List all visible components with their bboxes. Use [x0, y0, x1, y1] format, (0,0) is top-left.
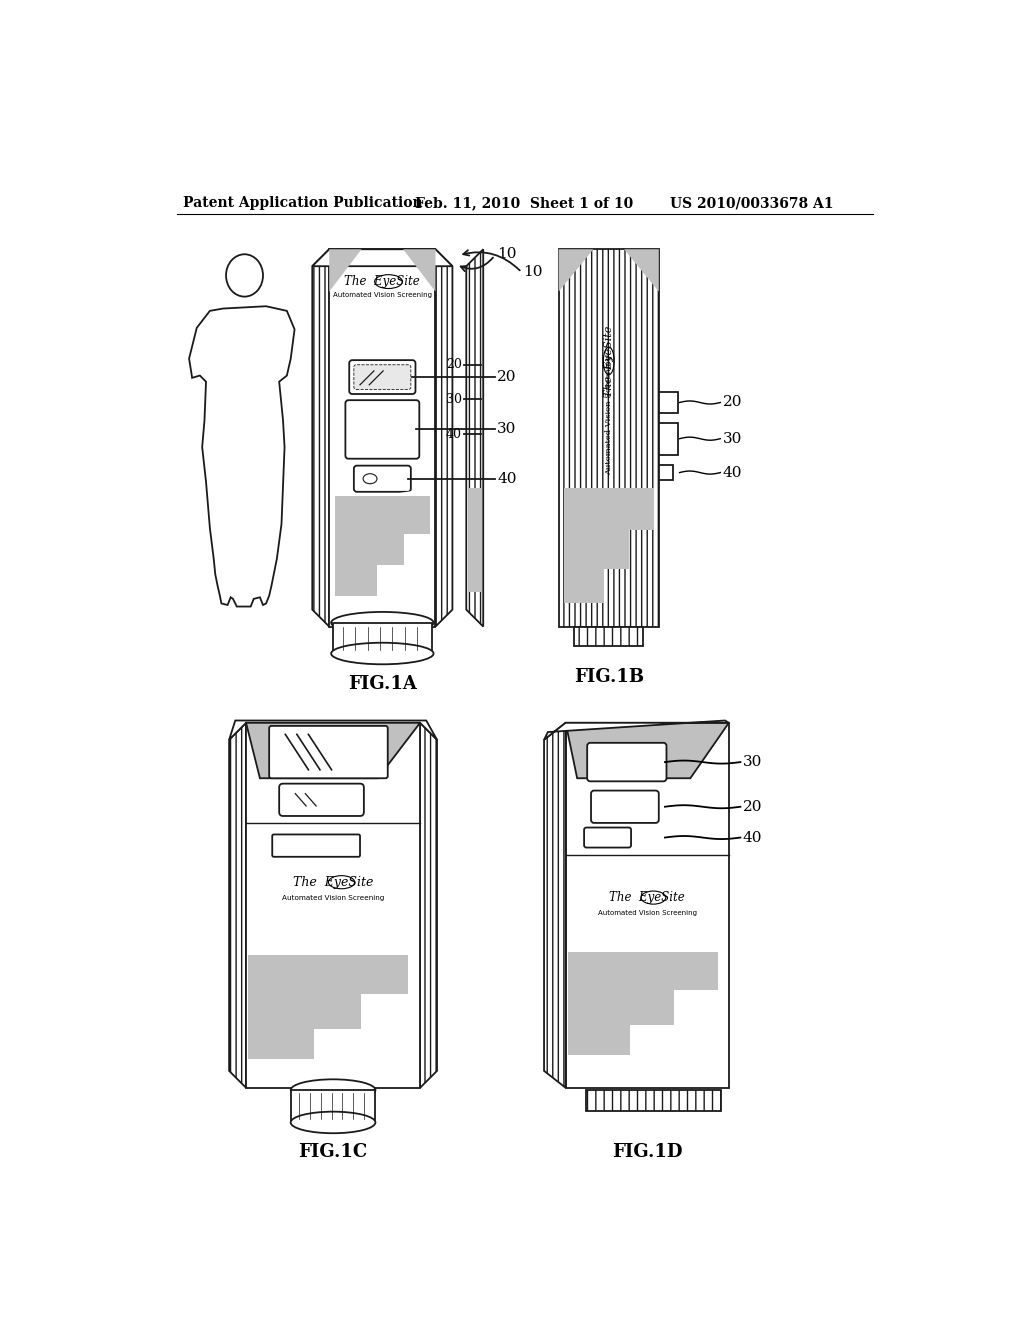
Text: 40: 40 — [742, 830, 762, 845]
Text: Feb. 11, 2010  Sheet 1 of 10: Feb. 11, 2010 Sheet 1 of 10 — [416, 197, 634, 210]
FancyBboxPatch shape — [280, 784, 364, 816]
FancyBboxPatch shape — [591, 791, 658, 822]
Polygon shape — [246, 723, 420, 779]
Polygon shape — [335, 496, 430, 535]
Polygon shape — [568, 952, 718, 990]
Text: FIG.1C: FIG.1C — [298, 1143, 368, 1160]
Text: Automated Vision Screening: Automated Vision Screening — [282, 895, 384, 900]
Polygon shape — [658, 422, 678, 455]
Text: The  EyeSite: The EyeSite — [293, 875, 374, 888]
Text: FIG.1A: FIG.1A — [348, 676, 417, 693]
Polygon shape — [544, 721, 729, 739]
Polygon shape — [335, 565, 377, 595]
Text: 40: 40 — [723, 466, 742, 479]
Polygon shape — [330, 249, 435, 627]
Polygon shape — [249, 1028, 314, 1059]
Polygon shape — [229, 721, 437, 739]
Ellipse shape — [291, 1111, 376, 1133]
Text: 40: 40 — [445, 428, 462, 441]
Polygon shape — [625, 249, 658, 292]
Polygon shape — [312, 249, 330, 627]
Polygon shape — [229, 723, 246, 1088]
Polygon shape — [568, 1024, 630, 1056]
Polygon shape — [563, 531, 629, 569]
FancyBboxPatch shape — [354, 364, 411, 389]
Polygon shape — [658, 392, 678, 413]
Polygon shape — [468, 557, 481, 591]
Text: The  EyeSite: The EyeSite — [604, 325, 613, 396]
Text: Automated Vision Screening: Automated Vision Screening — [605, 355, 612, 475]
Polygon shape — [468, 488, 481, 523]
Text: Automated Vision Screening: Automated Vision Screening — [333, 293, 432, 298]
Polygon shape — [403, 249, 435, 292]
Ellipse shape — [331, 612, 433, 634]
Text: 20: 20 — [723, 396, 742, 409]
Polygon shape — [563, 488, 653, 531]
Text: 20: 20 — [445, 358, 462, 371]
Polygon shape — [574, 627, 643, 645]
Text: 30: 30 — [723, 432, 742, 446]
Polygon shape — [559, 249, 593, 292]
FancyBboxPatch shape — [354, 466, 411, 492]
Text: The  EyeSite: The EyeSite — [344, 275, 420, 288]
Polygon shape — [335, 535, 403, 565]
Text: FIG.1D: FIG.1D — [612, 1143, 682, 1160]
Text: 30: 30 — [742, 755, 762, 770]
Text: 20: 20 — [497, 370, 516, 384]
Polygon shape — [565, 723, 729, 1088]
Text: 30: 30 — [497, 422, 516, 437]
Polygon shape — [568, 990, 674, 1024]
Polygon shape — [291, 1090, 376, 1122]
Text: Automated Vision Screening: Automated Vision Screening — [598, 909, 696, 916]
Text: 10: 10 — [497, 247, 516, 261]
Polygon shape — [559, 249, 658, 627]
Text: US 2010/0033678 A1: US 2010/0033678 A1 — [670, 197, 834, 210]
Polygon shape — [563, 569, 604, 603]
FancyBboxPatch shape — [272, 834, 360, 857]
Text: The  EyeSite: The EyeSite — [609, 891, 685, 904]
FancyBboxPatch shape — [587, 743, 667, 781]
Polygon shape — [587, 1090, 721, 1111]
Text: Patent Application Publication: Patent Application Publication — [183, 197, 423, 210]
Polygon shape — [333, 488, 432, 598]
Ellipse shape — [291, 1080, 376, 1101]
Polygon shape — [312, 249, 453, 267]
FancyBboxPatch shape — [584, 828, 631, 847]
FancyBboxPatch shape — [269, 726, 388, 779]
FancyBboxPatch shape — [345, 400, 419, 459]
Text: 20: 20 — [742, 800, 762, 813]
Polygon shape — [249, 994, 361, 1028]
Ellipse shape — [331, 643, 433, 664]
Polygon shape — [246, 723, 420, 1088]
Polygon shape — [330, 249, 361, 292]
Polygon shape — [565, 723, 729, 779]
Text: 40: 40 — [497, 471, 516, 486]
Text: 30: 30 — [445, 393, 462, 407]
Polygon shape — [333, 623, 432, 653]
Polygon shape — [420, 723, 437, 1088]
Polygon shape — [466, 249, 483, 627]
Polygon shape — [249, 956, 409, 994]
Polygon shape — [658, 465, 673, 480]
Polygon shape — [435, 249, 453, 627]
Polygon shape — [544, 723, 565, 1088]
FancyBboxPatch shape — [349, 360, 416, 395]
Polygon shape — [468, 523, 481, 557]
Text: FIG.1B: FIG.1B — [573, 668, 644, 685]
Text: 10: 10 — [523, 265, 543, 280]
